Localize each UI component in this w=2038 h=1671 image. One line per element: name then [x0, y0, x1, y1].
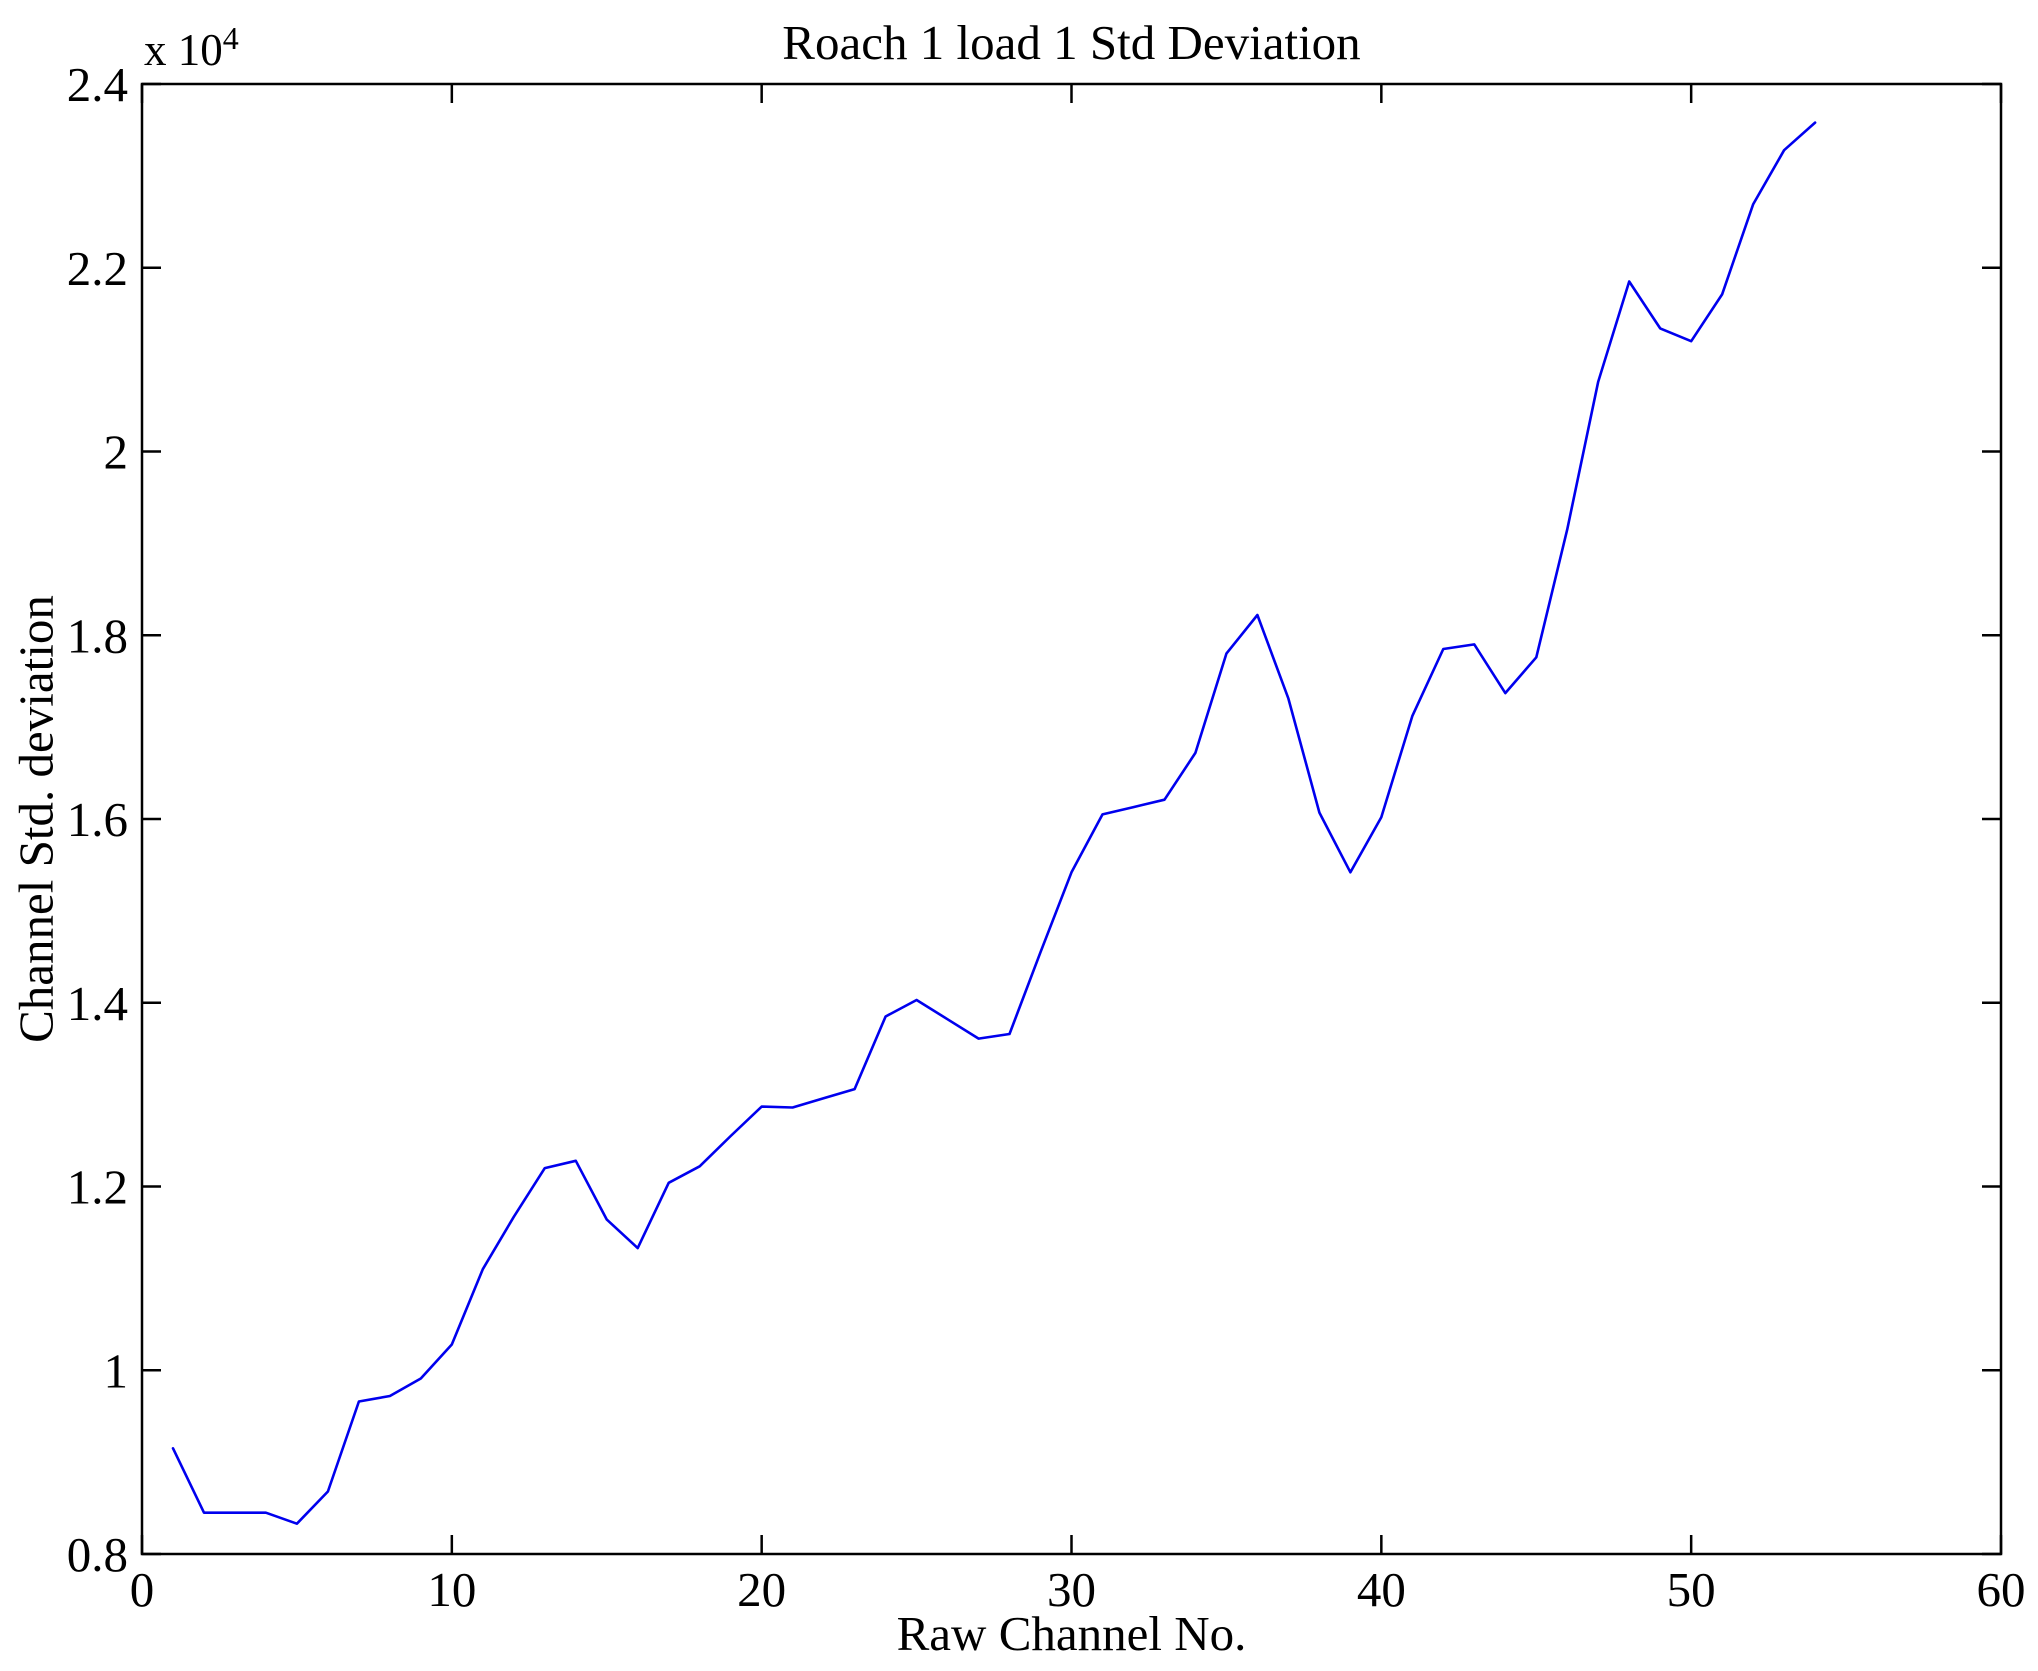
y-tick-label: 0.8 — [67, 1527, 128, 1582]
x-tick-label: 60 — [1977, 1562, 2026, 1617]
x-tick-label: 0 — [130, 1562, 155, 1617]
offset-exponent: 4 — [222, 20, 239, 56]
y-tick-label: 1.2 — [67, 1160, 128, 1215]
x-tick-label: 50 — [1667, 1562, 1716, 1617]
y-tick-label: 2.4 — [67, 57, 128, 112]
y-tick-label: 1.6 — [67, 792, 128, 847]
y-tick-label: 1.8 — [67, 608, 128, 663]
x-tick-label: 40 — [1357, 1562, 1406, 1617]
y-tick-label: 2.2 — [67, 241, 128, 296]
y-tick-label: 1 — [104, 1343, 129, 1398]
plot-box — [140, 82, 2003, 1556]
y-tick-label: 2 — [104, 425, 129, 480]
y-axis-label: Channel Std. deviation — [8, 595, 64, 1043]
x-tick-label: 20 — [737, 1562, 786, 1617]
offset-base: x 10 — [144, 25, 223, 75]
data-series-line — [171, 121, 1817, 1525]
chart-title: Roach 1 load 1 Std Deviation — [782, 15, 1361, 70]
x-tick-label: 10 — [427, 1562, 476, 1617]
x-tick-label: 30 — [1047, 1562, 1096, 1617]
x-axis-label: Raw Channel No. — [896, 1606, 1247, 1661]
y-axis-offset-label: x 104 — [144, 22, 239, 76]
y-tick-label: 1.4 — [67, 976, 128, 1031]
